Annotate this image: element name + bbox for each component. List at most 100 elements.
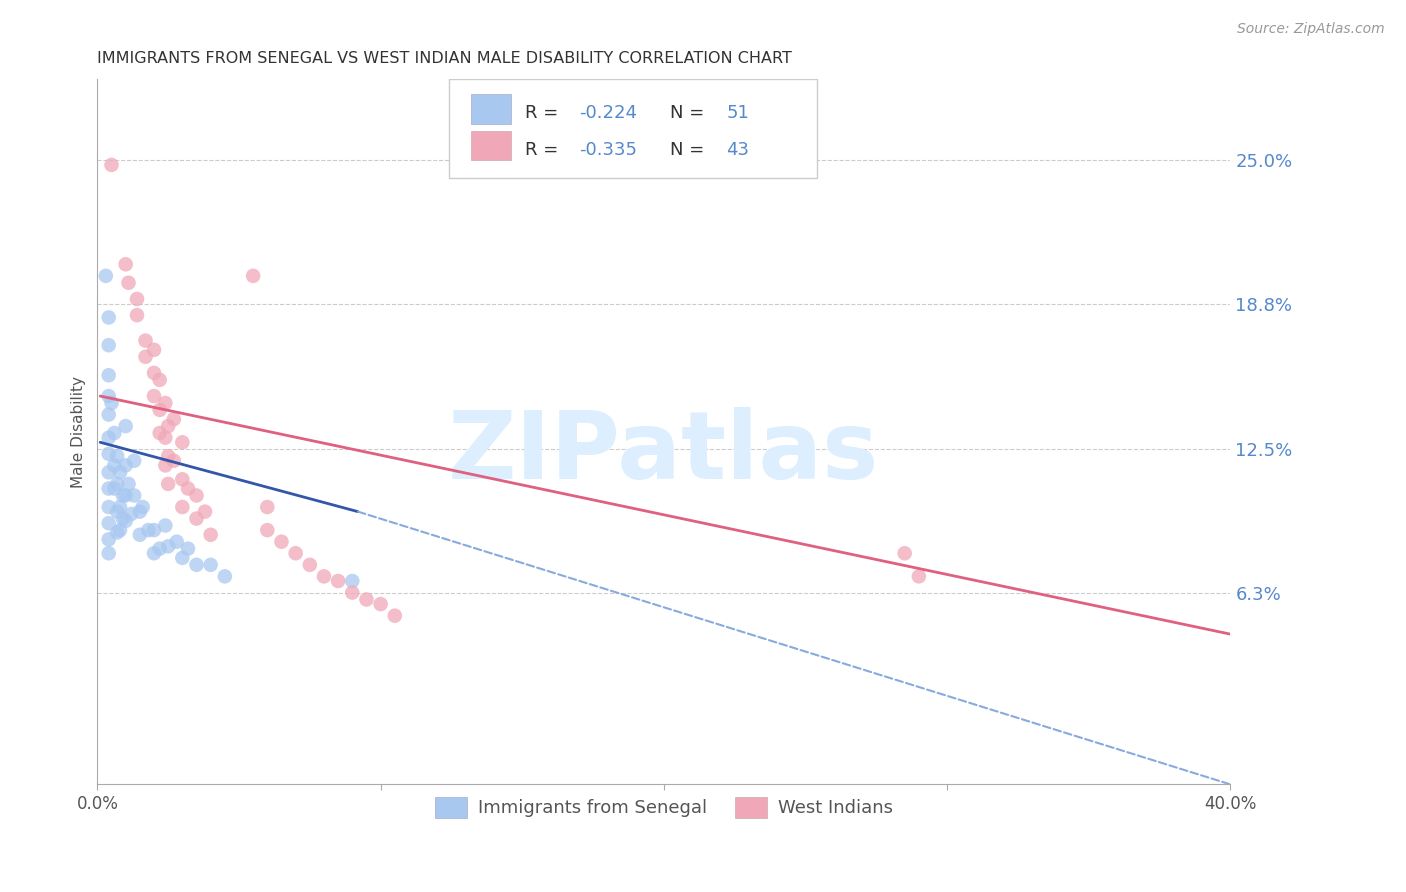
FancyBboxPatch shape: [449, 79, 817, 178]
Point: [117, 276, 139, 290]
Point: [125, 292, 148, 306]
Point: [143, 343, 166, 357]
Point: [105, 525, 128, 540]
Point: [200, 528, 222, 542]
Y-axis label: Male Disability: Male Disability: [72, 376, 86, 488]
Point: [342, 574, 364, 588]
Point: [105, 505, 128, 519]
Point: [100, 396, 122, 410]
Point: [103, 425, 125, 440]
Point: [114, 257, 136, 271]
Point: [94, 268, 117, 283]
Point: [370, 597, 392, 611]
Point: [166, 534, 188, 549]
Text: 51: 51: [727, 104, 749, 122]
Point: [155, 396, 177, 410]
Point: [177, 482, 200, 496]
Point: [108, 466, 131, 480]
Point: [326, 574, 349, 588]
Point: [97, 447, 120, 461]
Point: [114, 488, 136, 502]
Point: [117, 476, 139, 491]
Point: [149, 403, 172, 417]
Legend: Immigrants from Senegal, West Indians: Immigrants from Senegal, West Indians: [427, 789, 900, 825]
Point: [157, 419, 180, 434]
Point: [270, 534, 292, 549]
Point: [155, 458, 177, 473]
Point: [163, 454, 186, 468]
Point: [125, 308, 148, 322]
Text: N =: N =: [669, 104, 710, 122]
Text: R =: R =: [524, 141, 564, 159]
Point: [157, 449, 180, 463]
Point: [298, 558, 321, 572]
Point: [214, 569, 236, 583]
Point: [284, 546, 307, 560]
Point: [356, 592, 378, 607]
Point: [97, 516, 120, 531]
Point: [172, 500, 194, 514]
Point: [103, 458, 125, 473]
Point: [134, 350, 156, 364]
Point: [186, 558, 208, 572]
Text: ZIPatlas: ZIPatlas: [449, 407, 880, 499]
Point: [893, 546, 915, 560]
Point: [97, 546, 120, 560]
Point: [312, 569, 335, 583]
Point: [172, 550, 194, 565]
Point: [143, 546, 166, 560]
FancyBboxPatch shape: [471, 95, 510, 124]
Point: [97, 500, 120, 514]
Point: [256, 500, 278, 514]
Text: N =: N =: [669, 141, 710, 159]
Point: [200, 558, 222, 572]
Text: R =: R =: [524, 104, 564, 122]
Point: [103, 482, 125, 496]
Point: [111, 511, 134, 525]
Point: [157, 539, 180, 553]
Point: [149, 541, 172, 556]
Point: [194, 505, 217, 519]
Point: [256, 523, 278, 537]
Point: [163, 412, 186, 426]
Point: [172, 472, 194, 486]
Point: [97, 408, 120, 422]
Point: [177, 541, 200, 556]
Point: [186, 511, 208, 525]
Point: [105, 476, 128, 491]
Point: [128, 528, 150, 542]
Point: [100, 158, 122, 172]
Text: 43: 43: [727, 141, 749, 159]
Text: -0.224: -0.224: [579, 104, 637, 122]
Point: [105, 449, 128, 463]
Text: -0.335: -0.335: [579, 141, 637, 159]
Point: [342, 585, 364, 599]
Point: [111, 488, 134, 502]
Point: [157, 476, 180, 491]
Point: [120, 507, 142, 521]
Point: [155, 431, 177, 445]
Point: [122, 454, 145, 468]
Point: [149, 425, 172, 440]
Point: [143, 366, 166, 380]
Point: [128, 505, 150, 519]
Point: [143, 523, 166, 537]
Point: [114, 514, 136, 528]
Text: IMMIGRANTS FROM SENEGAL VS WEST INDIAN MALE DISABILITY CORRELATION CHART: IMMIGRANTS FROM SENEGAL VS WEST INDIAN M…: [97, 51, 792, 66]
Point: [97, 310, 120, 325]
Text: Source: ZipAtlas.com: Source: ZipAtlas.com: [1237, 22, 1385, 37]
Point: [149, 373, 172, 387]
Point: [172, 435, 194, 450]
Point: [131, 500, 153, 514]
Point: [242, 268, 264, 283]
Point: [97, 431, 120, 445]
FancyBboxPatch shape: [471, 131, 510, 161]
Point: [97, 368, 120, 383]
Point: [134, 334, 156, 348]
Point: [186, 488, 208, 502]
Point: [155, 518, 177, 533]
Point: [108, 523, 131, 537]
Point: [97, 338, 120, 352]
Point: [138, 523, 160, 537]
Point: [108, 500, 131, 514]
